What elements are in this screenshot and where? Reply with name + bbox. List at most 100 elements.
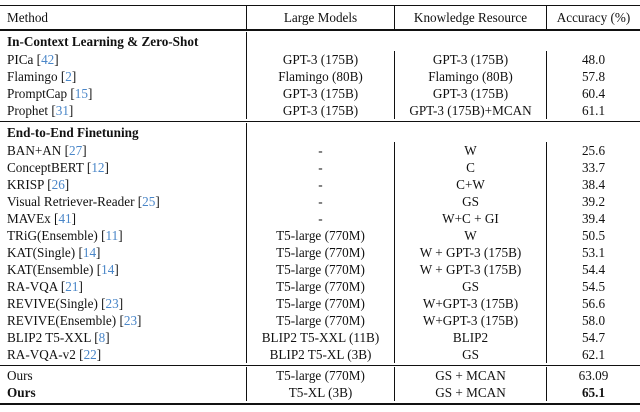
method-label: KAT(Single) bbox=[7, 245, 76, 260]
large-model-cell: T5-XL (3B) bbox=[247, 384, 395, 401]
citation: [26] bbox=[43, 177, 70, 192]
knowledge-resource-cell: Flamingo (80B) bbox=[395, 68, 547, 85]
ours-divider-rule bbox=[0, 365, 640, 366]
method-label: Prophet bbox=[7, 103, 49, 118]
method-cell: BLIP2 T5-XXL [8] bbox=[0, 329, 247, 346]
citation-link[interactable]: 31 bbox=[55, 103, 69, 118]
column-header-accuracy: Accuracy (%) bbox=[556, 10, 631, 25]
table-row: REVIVE(Single) [23] T5-large (770M) W+GP… bbox=[0, 295, 640, 312]
knowledge-resource-cell: W bbox=[395, 142, 547, 159]
table-row: Visual Retriever-Reader [25] - GS 39.2 bbox=[0, 193, 640, 210]
citation-link[interactable]: 15 bbox=[74, 86, 88, 101]
citation-link[interactable]: 8 bbox=[98, 330, 106, 345]
top-rule bbox=[0, 5, 640, 6]
section-header-label: End-to-End Finetuning bbox=[0, 123, 247, 142]
large-model-cell: T5-large (770M) bbox=[247, 295, 395, 312]
accuracy-cell: 63.09 bbox=[578, 368, 609, 383]
table-row: MAVEx [41] - W+C + GI 39.4 bbox=[0, 210, 640, 227]
section-in-context: In-Context Learning & Zero-Shot PICa [42… bbox=[0, 31, 640, 121]
accuracy-cell: 62.1 bbox=[581, 347, 606, 362]
section-rows: PICa [42] GPT-3 (175B) GPT-3 (175B) 48.0… bbox=[0, 51, 640, 119]
citation-link[interactable]: 27 bbox=[69, 143, 83, 158]
large-model-cell: T5-large (770M) bbox=[247, 244, 395, 261]
knowledge-resource-cell: GS + MCAN bbox=[395, 384, 547, 401]
citation-link[interactable]: 2 bbox=[65, 69, 72, 84]
method-cell: BAN+AN [27] bbox=[0, 142, 247, 159]
accuracy-cell: 54.4 bbox=[581, 262, 606, 277]
citation-link[interactable]: 41 bbox=[58, 211, 72, 226]
citation: [23] bbox=[116, 313, 142, 328]
method-cell: MAVEx [41] bbox=[0, 210, 247, 227]
accuracy-cell: 39.4 bbox=[581, 211, 606, 226]
accuracy-cell: 50.5 bbox=[581, 228, 606, 243]
header-rule bbox=[0, 29, 640, 31]
table-row: KAT(Ensemble) [14] T5-large (770M) W + G… bbox=[0, 261, 640, 278]
citation-link[interactable]: 42 bbox=[41, 52, 55, 67]
bottom-rule bbox=[0, 403, 640, 405]
citation: [25] bbox=[134, 194, 160, 209]
accuracy-cell: 61.1 bbox=[581, 103, 606, 118]
citation-link[interactable]: 12 bbox=[91, 160, 105, 175]
citation-link[interactable]: 25 bbox=[142, 194, 156, 209]
citation: [14] bbox=[93, 262, 119, 277]
method-label: REVIVE(Single) bbox=[7, 296, 98, 311]
method-cell: KRISP [26] bbox=[0, 176, 247, 193]
method-label: MAVEx bbox=[7, 211, 51, 226]
accuracy-cell: 54.5 bbox=[581, 279, 606, 294]
method-label: ConceptBERT bbox=[7, 160, 84, 175]
column-header-method: Method bbox=[0, 6, 247, 29]
method-cell: ConceptBERT [12] bbox=[0, 159, 247, 176]
citation-link[interactable]: 23 bbox=[123, 313, 138, 328]
accuracy-cell: 38.4 bbox=[581, 177, 606, 192]
accuracy-cell: 33.7 bbox=[581, 160, 606, 175]
citation: [14] bbox=[75, 245, 101, 260]
table-row: REVIVE(Ensemble) [23] T5-large (770M) W+… bbox=[0, 312, 640, 329]
citation-link[interactable]: 14 bbox=[101, 262, 115, 277]
knowledge-resource-cell: GS bbox=[395, 278, 547, 295]
citation-link[interactable]: 26 bbox=[51, 177, 65, 192]
knowledge-resource-cell: C bbox=[395, 159, 547, 176]
table-row: PICa [42] GPT-3 (175B) GPT-3 (175B) 48.0 bbox=[0, 51, 640, 68]
method-cell: Visual Retriever-Reader [25] bbox=[0, 193, 247, 210]
citation-link[interactable]: 21 bbox=[65, 279, 79, 294]
citation: [31] bbox=[48, 103, 74, 118]
large-model-cell: GPT-3 (175B) bbox=[247, 85, 395, 102]
section-ours: Ours [] T5-large (770M) GS + MCAN 63.09 … bbox=[0, 366, 640, 403]
citation-link[interactable]: 14 bbox=[82, 245, 97, 260]
method-label: RA-VQA bbox=[7, 279, 58, 294]
citation: [11] bbox=[97, 228, 123, 243]
method-cell: REVIVE(Ensemble) [23] bbox=[0, 312, 247, 329]
accuracy-cell: 60.4 bbox=[581, 86, 606, 101]
method-label: REVIVE(Ensemble) bbox=[7, 313, 117, 328]
column-header-large-models: Large Models bbox=[247, 6, 395, 29]
table-row: Prophet [31] GPT-3 (175B) GPT-3 (175B)+M… bbox=[0, 102, 640, 119]
citation: [15] bbox=[67, 86, 93, 101]
table-row: KRISP [26] - C+W 38.4 bbox=[0, 176, 640, 193]
large-model-cell: T5-large (770M) bbox=[247, 367, 395, 384]
citation-link[interactable]: 22 bbox=[83, 347, 97, 362]
citation-link[interactable]: 11 bbox=[105, 228, 119, 243]
knowledge-resource-cell: GS + MCAN bbox=[395, 367, 547, 384]
accuracy-cell: 25.6 bbox=[581, 143, 606, 158]
citation: [12] bbox=[83, 160, 109, 175]
accuracy-cell: 39.2 bbox=[581, 194, 606, 209]
method-label: BAN+AN bbox=[7, 143, 62, 158]
method-cell: Ours [] bbox=[0, 367, 247, 384]
large-model-cell: - bbox=[247, 210, 395, 227]
method-label: TRiG(Ensemble) bbox=[7, 228, 98, 243]
method-cell: KAT(Single) [14] bbox=[0, 244, 247, 261]
knowledge-resource-cell: GS bbox=[395, 346, 547, 363]
table-row: KAT(Single) [14] T5-large (770M) W + GPT… bbox=[0, 244, 640, 261]
method-cell: TRiG(Ensemble) [11] bbox=[0, 227, 247, 244]
method-label: RA-VQA-v2 bbox=[7, 347, 76, 362]
large-model-cell: GPT-3 (175B) bbox=[247, 102, 395, 119]
knowledge-resource-cell: W bbox=[395, 227, 547, 244]
method-label: BLIP2 T5-XXL bbox=[7, 330, 91, 345]
knowledge-resource-cell: W+GPT-3 (175B) bbox=[395, 295, 547, 312]
large-model-cell: - bbox=[247, 176, 395, 193]
section-rows: BAN+AN [27] - W 25.6 ConceptBERT [12] - … bbox=[0, 142, 640, 363]
table-row: BLIP2 T5-XXL [8] BLIP2 T5-XXL (11B) BLIP… bbox=[0, 329, 640, 346]
accuracy-cell: 65.1 bbox=[581, 385, 606, 400]
citation-link[interactable]: 23 bbox=[105, 296, 119, 311]
large-model-cell: - bbox=[247, 159, 395, 176]
